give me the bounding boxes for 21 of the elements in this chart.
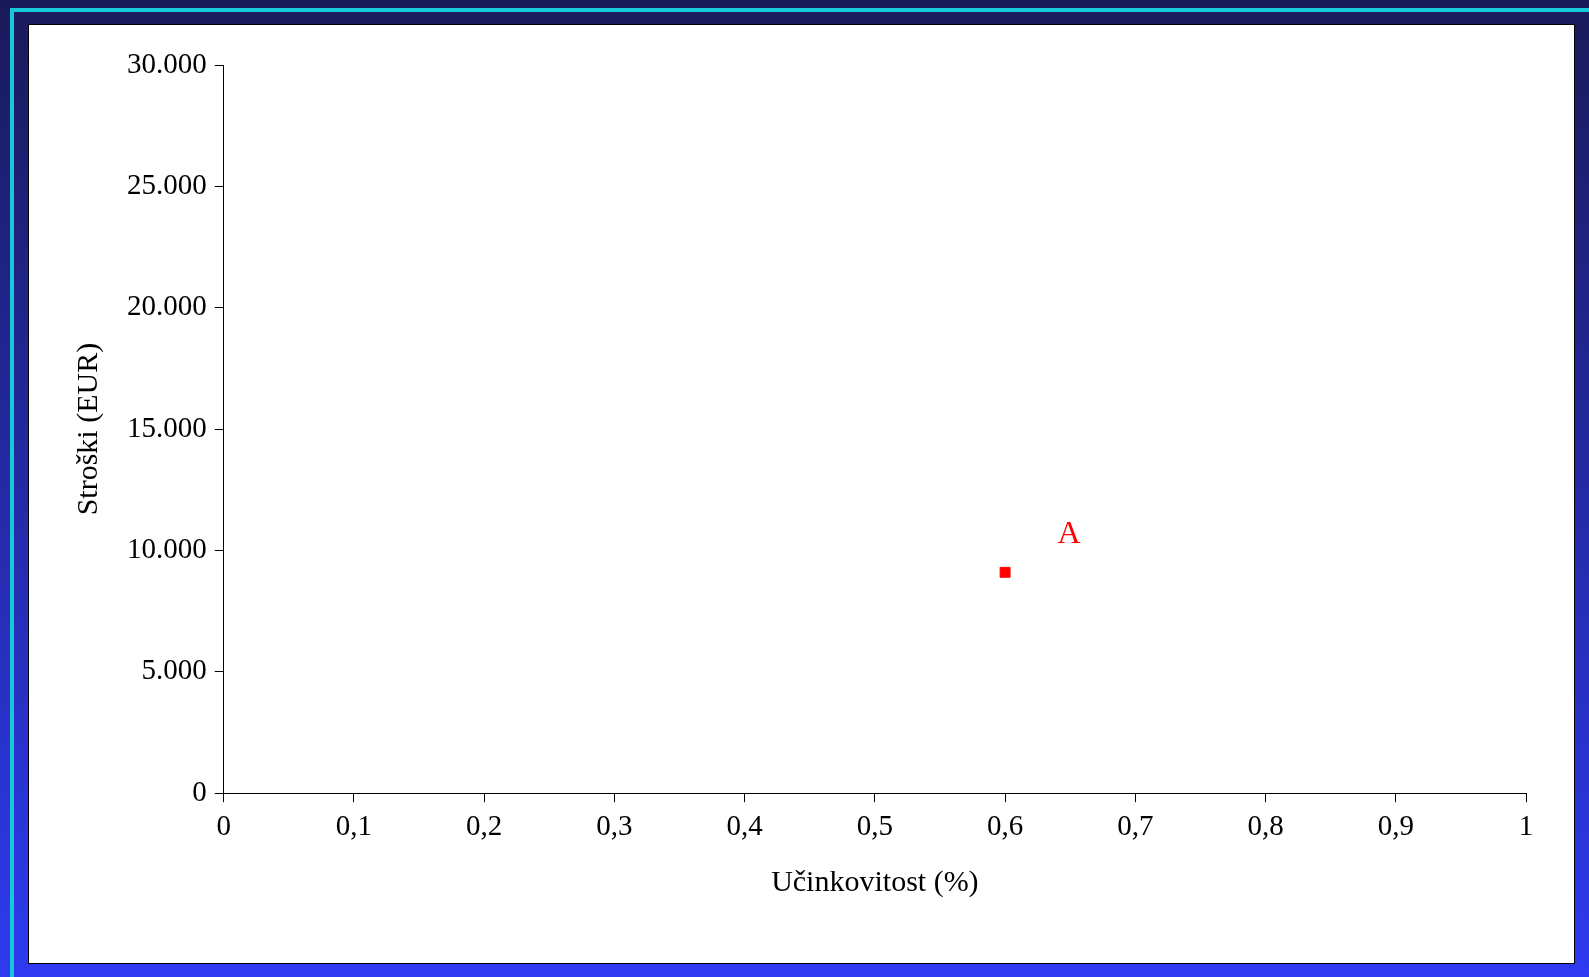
x-tick-label: 0,9 [1377,809,1414,842]
x-tick-label: 0,5 [856,809,893,842]
x-tick-label: 0,4 [726,809,764,842]
y-tick-label: 10.000 [127,532,207,565]
annotation: A [1057,513,1081,550]
x-tick-label: 0,6 [986,809,1024,842]
x-tick-label: 0 [216,809,231,842]
x-tick-label: 0,2 [466,809,503,842]
x-tick-label: 0,3 [596,809,633,842]
y-tick-label: 5.000 [141,653,207,686]
x-tick-label: 0,8 [1247,809,1284,842]
y-tick-label: 15.000 [127,410,207,443]
y-tick-label: 0 [192,774,207,807]
x-tick-label: 0,7 [1117,809,1154,842]
x-tick-label: 0,1 [335,809,373,842]
x-axis-title: Učinkovitost (%) [771,863,979,898]
x-tick-label: 1 [1518,809,1534,842]
y-axis-title: Stroški (EUR) [69,342,104,516]
y-tick-label: 20.000 [127,289,207,322]
y-tick-label: 25.000 [127,167,207,200]
y-tick-label: 30.000 [127,46,207,79]
